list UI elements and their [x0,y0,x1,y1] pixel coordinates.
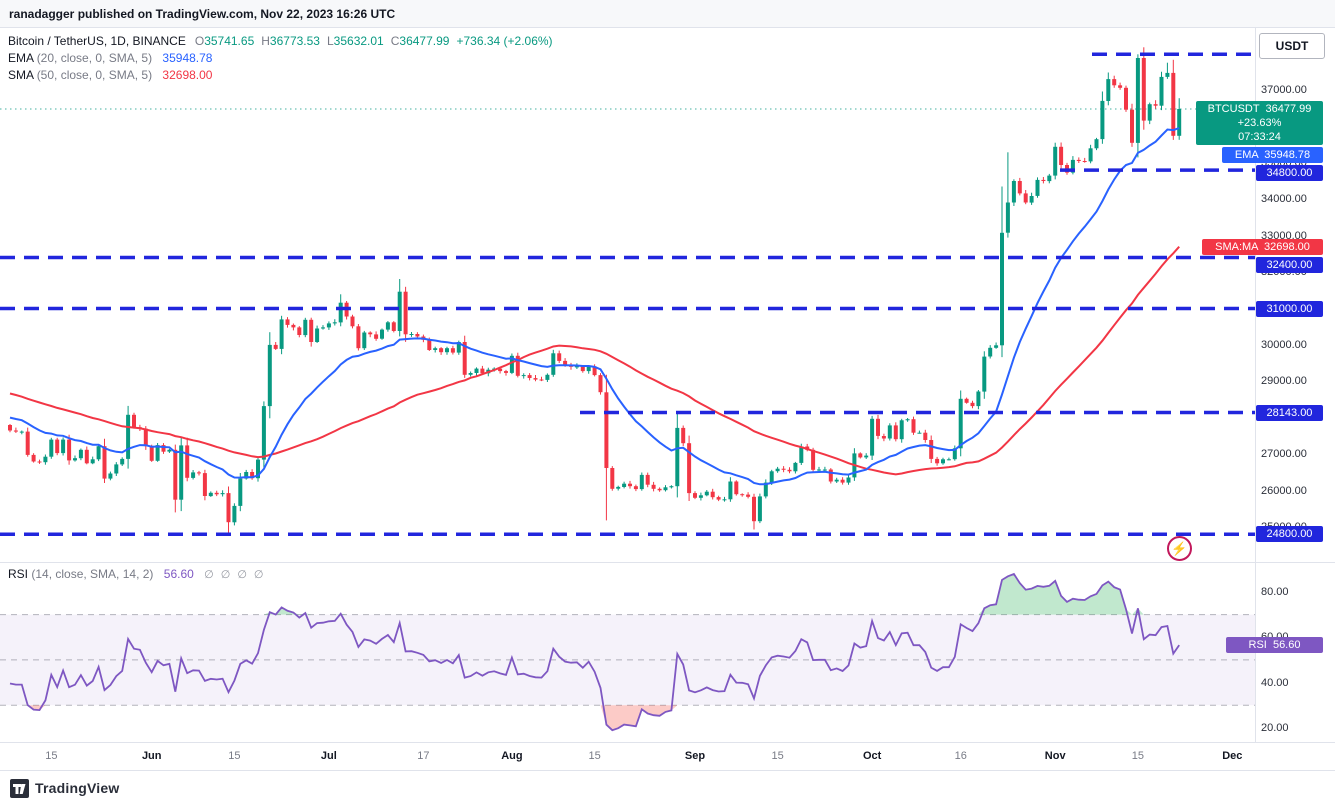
price-axis-label: 34000.00 [1261,193,1307,206]
sma-line [9,246,1180,476]
high-label: H [261,34,270,48]
rsi-axis-label: 80.00 [1261,586,1289,598]
level-badge-28143: 28143.00 [1256,405,1323,421]
open-label: O [194,34,205,48]
rsi-name: RSI [8,567,29,581]
sma-params: (50, close, 0, SMA, 5) [36,68,153,82]
publish-info: ranadagger published on TradingView.com,… [9,6,396,21]
rsi-axis-label: 40.00 [1261,676,1289,689]
close-value: 36477.99 [399,34,450,48]
sma-name: SMA [8,68,34,82]
tradingview-logo[interactable]: TradingView [10,778,120,798]
time-axis-label: 15 [771,750,784,762]
price-axis-label: 26000.00 [1261,484,1307,497]
tradingview-logo-text: TradingView [35,780,120,796]
symbol-title[interactable]: Bitcoin / TetherUS, 1D, BINANCE [8,34,186,48]
visibility-toggle-icon[interactable]: ∅ [237,569,247,581]
visibility-toggle-icon[interactable]: ∅ [204,569,214,581]
time-axis-label: Jun [141,750,162,762]
ema-indicator-legend[interactable]: EMA (20, close, 0, SMA, 5) 35948.78 [8,50,560,67]
rsi-axis-label: 20.00 [1261,721,1289,734]
time-axis-label: 17 [417,750,430,762]
flash-icon: ⚡ [1171,541,1188,556]
rsi-chart-canvas[interactable] [0,562,1255,742]
boost-button[interactable]: ⚡ [1167,536,1192,561]
time-axis-label: 15 [45,750,58,762]
price-axis-label: 29000.00 [1261,375,1307,388]
level-badge-24800: 24800.00 [1256,526,1323,542]
visibility-toggle-icon[interactable]: ∅ [253,569,264,581]
time-axis-label: Jul [320,750,337,762]
low-label: L [326,34,334,48]
change-value: +736.34 (+2.06%) [456,34,553,48]
rsi-line [9,572,1180,732]
ema-line [9,127,1180,486]
bottom-toolbar: TradingView [0,770,1335,805]
ema-value-badge: EMA 35948.78 [1222,147,1323,163]
rsi-oversold-fill [0,705,1180,731]
ema-params: (20, close, 0, SMA, 5) [36,51,153,65]
price-chart-canvas[interactable] [0,28,1255,562]
ema-current-value: 35948.78 [162,51,213,65]
time-axis-label: Oct [862,750,882,762]
ema-name: EMA [8,51,34,65]
level-badge-31000: 31000.00 [1256,301,1323,317]
symbol-legend-row[interactable]: Bitcoin / TetherUS, 1D, BINANCE O35741.65… [8,33,560,50]
price-axis-label: 33000.00 [1261,229,1307,242]
low-value: 35632.01 [333,34,384,48]
price-axis-label: 30000.00 [1261,338,1307,351]
rsi-params: (14, close, SMA, 14, 2) [31,567,154,581]
pane-divider[interactable] [0,562,1335,563]
time-axis-label: Nov [1044,750,1066,762]
close-label: C [390,34,400,48]
publish-header: ranadagger published on TradingView.com,… [0,0,1335,28]
last-price-badge: BTCUSDT 36477.99 +23.63% 07:33:24 [1196,101,1323,145]
sma-indicator-legend[interactable]: SMA (50, close, 0, SMA, 5) 32698.00 [8,67,560,84]
high-value: 36773.53 [269,34,320,48]
time-axis-label: 15 [1131,750,1144,762]
sma-current-value: 32698.00 [162,68,213,82]
currency-toggle[interactable]: USDT [1259,33,1325,59]
price-axis-label: 27000.00 [1261,448,1307,461]
time-axis-label: 15 [588,750,601,762]
time-axis-label: 15 [228,750,241,762]
sma-value-badge: SMA:MA 32698.00 [1202,239,1323,255]
tradingview-logo-icon [10,778,29,798]
rsi-current-value: 56.60 [163,567,194,581]
rsi-legend[interactable]: RSI (14, close, SMA, 14, 2) 56.60 ∅ ∅ ∅ ∅ [8,566,264,584]
level-badge-32400: 32400.00 [1256,257,1323,273]
price-axis-label: 37000.00 [1261,84,1307,96]
time-axis-label: Aug [501,750,523,762]
price-axis-border [1255,28,1256,742]
time-axis-label: Dec [1222,750,1243,762]
visibility-toggle-icon[interactable]: ∅ [220,569,231,581]
level-badge-34800: 34800.00 [1256,165,1323,181]
rsi-overbought-fill [0,574,1180,615]
time-axis-label: 16 [954,750,967,762]
time-axis-label: Sep [684,750,706,762]
currency-label: USDT [1275,39,1309,53]
open-value: 35741.65 [204,34,255,48]
time-axis[interactable]: 15 Jun 15 Jul 17 Aug 15 Sep 15 Oct 16 Nov 15 Dec [0,742,1335,770]
main-legend: Bitcoin / TetherUS, 1D, BINANCE O35741.65… [8,33,560,84]
rsi-legend-icons: ∅ ∅ ∅ ∅ [197,567,263,581]
rsi-value-badge: RSI 56.60 [1226,637,1323,653]
